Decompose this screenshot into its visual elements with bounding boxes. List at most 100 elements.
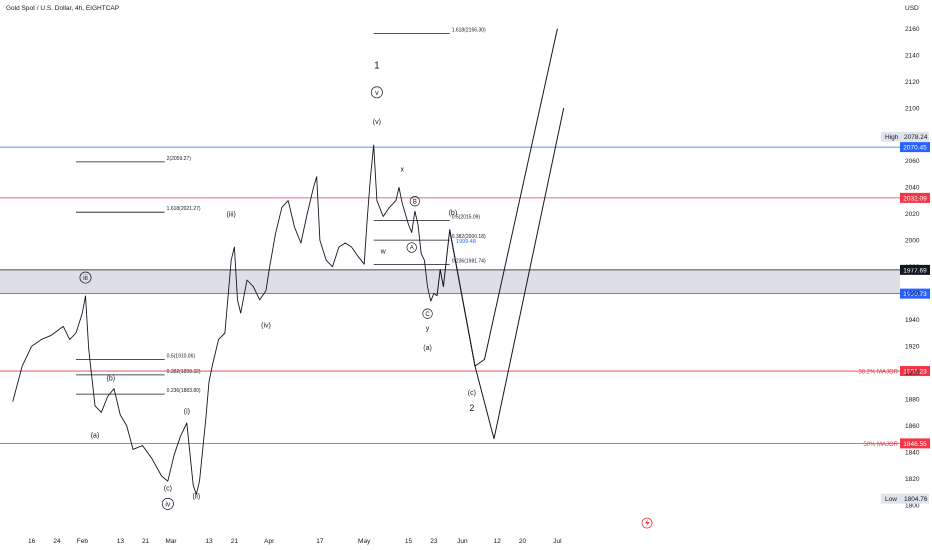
x-tick-label: 24 xyxy=(53,538,61,545)
wave-label-circle xyxy=(370,86,383,99)
y-tick-label: 2100 xyxy=(905,105,920,112)
y-tick-label: 2020 xyxy=(905,211,920,218)
high-tag-value: 2078.24 xyxy=(904,134,928,141)
x-tick-label: 12 xyxy=(494,538,502,545)
low-tag-bg xyxy=(881,493,929,504)
y-tick-label: 1880 xyxy=(905,396,920,403)
wave-label: w xyxy=(380,249,387,256)
price-tag-bg xyxy=(900,366,930,377)
y-tick-label: 2140 xyxy=(905,52,920,59)
x-tick-label: 23 xyxy=(430,538,438,545)
wave-label-circle xyxy=(409,196,421,207)
x-tick-label: 13 xyxy=(117,538,125,545)
wave-label: iii xyxy=(83,275,88,282)
highlight-band-layer xyxy=(0,269,900,294)
fib-label: 1.618(2156.30) xyxy=(452,28,486,34)
low-tag-value: 1804.76 xyxy=(904,496,928,503)
x-tick-label: 21 xyxy=(231,538,239,545)
x-tick-label: 21 xyxy=(142,538,150,545)
y-tick-label: 2000 xyxy=(905,238,920,245)
fib-label: 0.382(1898.32) xyxy=(167,369,201,375)
fib-label: 2(2059.27) xyxy=(167,156,192,162)
currency-label: USD xyxy=(905,5,919,12)
marker-layer xyxy=(641,517,653,529)
lightning-icon xyxy=(645,519,650,527)
wave-label: B xyxy=(413,199,417,205)
wave-label: (v) xyxy=(373,119,381,126)
x-tick-label: May xyxy=(358,538,371,545)
x-tick-label: Mar xyxy=(165,538,177,545)
wave-label: (c) xyxy=(468,390,476,397)
y-tick-label: 1840 xyxy=(905,449,920,456)
y-tick-label: 2040 xyxy=(905,185,920,192)
y-tick-label: 2160 xyxy=(905,26,920,33)
y-tick-label: 1920 xyxy=(905,344,920,351)
y-tick-label: 1860 xyxy=(905,423,920,430)
wave-label: 2 xyxy=(469,403,474,413)
price-tag-label: 2070.45 xyxy=(903,145,927,152)
chart-title: Gold Spot / U.S. Dollar, 4h, EIGHTCAP xyxy=(6,5,120,12)
x-tick-label: 16 xyxy=(28,538,36,545)
x-tick-label: Apr xyxy=(264,538,275,545)
low-tag-title: Low xyxy=(885,496,897,503)
y-tick-label: 1960 xyxy=(905,291,920,298)
projection-path xyxy=(449,107,565,440)
x-tick-label: Jul xyxy=(553,538,562,545)
high-tag-bg xyxy=(881,131,929,142)
wave-label: iv xyxy=(165,501,171,508)
y-tick-label: 1980 xyxy=(905,264,920,271)
wave-label: (i) xyxy=(184,409,190,416)
high-tag-title: High xyxy=(885,134,899,141)
wave-label: (a) xyxy=(423,345,432,352)
x-tick-label: Feb xyxy=(77,538,89,545)
price-series-line xyxy=(12,144,438,495)
y-tick-label: 2060 xyxy=(905,158,920,165)
price-tag-label: 1977.69 xyxy=(903,267,927,274)
price-tag-bg xyxy=(900,438,930,449)
wave-label: 1 xyxy=(374,60,380,71)
level-note-label: 50% MAJOR xyxy=(863,442,898,448)
support-zone-band xyxy=(0,269,900,294)
wave-label: (iv) xyxy=(261,323,271,330)
wave-label-circle xyxy=(79,271,92,284)
price-tag-bg xyxy=(900,288,930,299)
wave-label: (iii) xyxy=(227,212,236,219)
price-tag-bg xyxy=(900,142,930,153)
series-layer xyxy=(12,28,565,495)
annotation-layer: 1 v (v) x B (b) w A Cy (a) (c) 2 iii (b) (a) (c) iv (i) (i… xyxy=(79,60,476,510)
y-tick-label: 1900 xyxy=(905,370,920,377)
price-tag-label: 1901.23 xyxy=(903,369,927,376)
wave-label-circle xyxy=(161,497,174,510)
fib-label: 0.236(1981.74) xyxy=(452,259,486,265)
wave-label: C xyxy=(425,312,430,318)
y-tick-label: 1940 xyxy=(905,317,920,324)
wave-label: (a) xyxy=(91,433,100,440)
level-note-label: 38.2% MAJOR xyxy=(858,370,898,376)
level-layer: 2070.45 2032.09 1977.69 1959.73 38.2% MAJOR 1… xyxy=(0,142,930,449)
event-marker-icon[interactable] xyxy=(641,517,653,529)
price-tag-bg xyxy=(900,192,930,203)
wave-label: x xyxy=(400,167,404,174)
wave-label: A xyxy=(410,246,414,252)
wave-label: (b) xyxy=(107,376,116,383)
price-tag-label: 1846.55 xyxy=(903,441,927,448)
y-tick-label: 1800 xyxy=(905,502,920,509)
x-tick-label: 20 xyxy=(519,538,527,545)
level-value-label: 1999.48 xyxy=(456,239,476,245)
wave-label: (b) xyxy=(449,210,458,217)
x-tick-label: 15 xyxy=(405,538,413,545)
wave-label-circle xyxy=(406,242,417,253)
fib-layer: 1.618(2156.30) 2(2059.27) 1.618(2021.27) 0.… xyxy=(76,28,486,395)
y-tick-label: 2120 xyxy=(905,79,920,86)
fib-label: 1.618(2021.27) xyxy=(167,206,201,212)
fib-label: 0.236(1883.80) xyxy=(167,388,201,394)
price-tag-label: 2032.09 xyxy=(903,195,927,202)
x-tick-label: 17 xyxy=(316,538,324,545)
wave-label: v xyxy=(375,90,379,97)
wave-label: (ii) xyxy=(192,493,200,500)
x-tick-label: Jun xyxy=(457,538,468,545)
y-tick-label: 1820 xyxy=(905,476,920,483)
axis-layer: 1800 1820 1840 1860 1880 1900 1920 1940 1960 1980… xyxy=(28,26,929,545)
fib-label: 0.5(1910.06) xyxy=(167,353,196,359)
